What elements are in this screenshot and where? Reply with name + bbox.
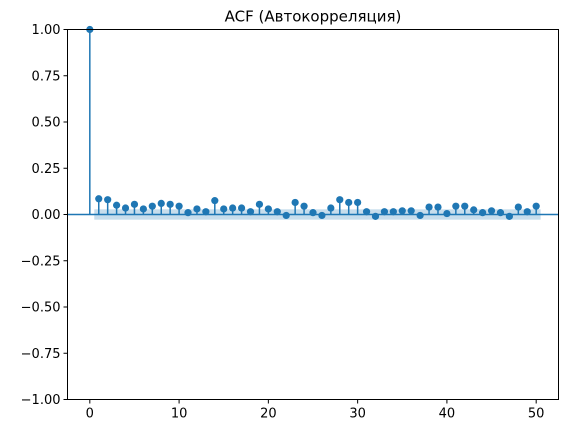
acf-point-lag-36 [407,207,415,215]
acf-point-lag-3 [113,201,121,209]
acf-point-lag-28 [336,196,344,204]
acf-point-lag-20 [264,205,272,213]
acf-point-lag-13 [202,208,210,216]
acf-point-lag-6 [139,205,147,213]
acf-point-lag-21 [273,208,281,216]
acf-point-lag-22 [282,211,290,220]
acf-point-lag-1 [95,195,103,203]
acf-point-lag-50 [532,202,540,210]
acf-point-lag-17 [237,204,246,212]
y-tick-label: −0.50 [21,301,61,316]
y-tick-label: −1.00 [21,393,61,408]
acf-point-lag-14 [211,197,219,205]
chart-title: ACF (Автокорреляция) [225,8,402,26]
x-tick-label: 50 [528,407,545,422]
y-tick-label: −0.25 [21,254,61,269]
acf-point-lag-37 [416,211,424,220]
acf-point-lag-4 [121,204,130,212]
acf-point-lag-19 [255,200,264,208]
acf-point-lag-23 [291,198,299,207]
y-tick-label: 0.50 [32,116,61,131]
acf-point-lag-15 [220,205,228,213]
acf-point-lag-9 [166,200,174,208]
acf-point-lag-26 [318,211,326,220]
marker-layer [86,25,540,220]
acf-point-lag-30 [354,198,362,207]
y-tick-label: 0.25 [32,162,61,177]
acf-point-lag-40 [443,209,451,218]
acf-point-lag-25 [309,209,317,217]
acf-point-lag-43 [470,206,478,214]
y-tick-label: 1.00 [32,23,61,38]
acf-point-lag-35 [398,207,406,215]
acf-point-lag-39 [434,203,442,211]
acf-point-lag-32 [371,212,380,220]
x-tick-label: 40 [439,407,456,422]
acf-point-lag-34 [389,208,397,216]
acf-point-lag-31 [362,208,371,216]
acf-point-lag-16 [229,204,237,212]
x-tick-label: 0 [86,407,94,422]
y-axis-ticks: −1.00 −0.75 −0.50 −0.25 0.00 0.25 0.50 0.75 1.00 [21,23,68,408]
y-tick-label: −0.75 [21,347,61,362]
x-tick-label: 30 [349,407,366,422]
acf-point-lag-27 [327,204,335,212]
acf-point-lag-38 [425,203,433,211]
acf-point-lag-33 [380,208,389,216]
acf-point-lag-10 [175,202,183,210]
acf-point-lag-7 [148,202,156,210]
acf-point-lag-29 [345,198,353,207]
acf-point-lag-48 [514,203,522,211]
acf-point-lag-11 [184,209,192,217]
acf-point-lag-12 [193,205,201,213]
stem-layer [89,29,537,217]
acf-point-lag-49 [523,208,531,216]
y-tick-label: 0.00 [32,208,61,223]
acf-point-lag-18 [246,208,255,216]
acf-point-lag-47 [505,212,513,220]
acf-point-lag-44 [479,209,487,217]
acf-point-lag-41 [452,202,460,210]
acf-point-lag-24 [300,202,308,210]
acf-point-lag-8 [157,199,165,207]
acf-point-lag-45 [487,207,496,215]
x-axis-ticks: 0 10 20 30 40 50 [86,399,545,422]
x-tick-label: 10 [171,407,188,422]
acf-point-lag-2 [104,196,112,204]
acf-point-lag-5 [130,200,139,208]
y-tick-label: 0.75 [32,69,61,84]
acf-point-lag-42 [461,202,469,210]
acf-point-lag-46 [496,209,505,217]
x-tick-label: 20 [260,407,277,422]
